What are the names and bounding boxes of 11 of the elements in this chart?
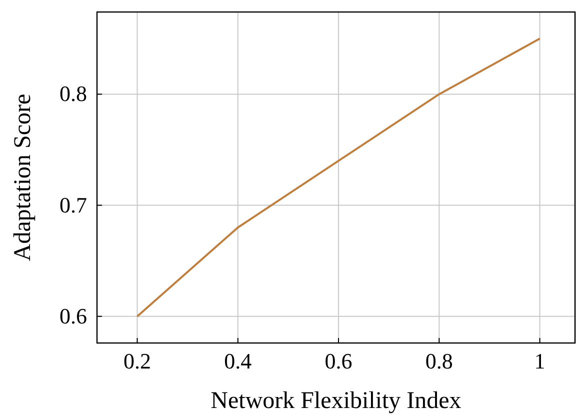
x-tick-label: 0.8 xyxy=(425,348,453,374)
line-series xyxy=(136,38,541,318)
x-tick-label: 0.6 xyxy=(324,348,352,374)
y-tick-label: 0.6 xyxy=(60,303,87,328)
x-axis-title: Network Flexibility Index xyxy=(210,388,462,414)
y-tick-label: 0.8 xyxy=(60,81,87,106)
x-tick-label: 0.4 xyxy=(224,348,252,374)
x-tick-label: 0.2 xyxy=(124,348,152,374)
y-axis-title: Adaptation Score xyxy=(10,94,36,262)
y-tick-label: 0.7 xyxy=(60,192,87,218)
x-tick-label: 1 xyxy=(534,348,546,374)
